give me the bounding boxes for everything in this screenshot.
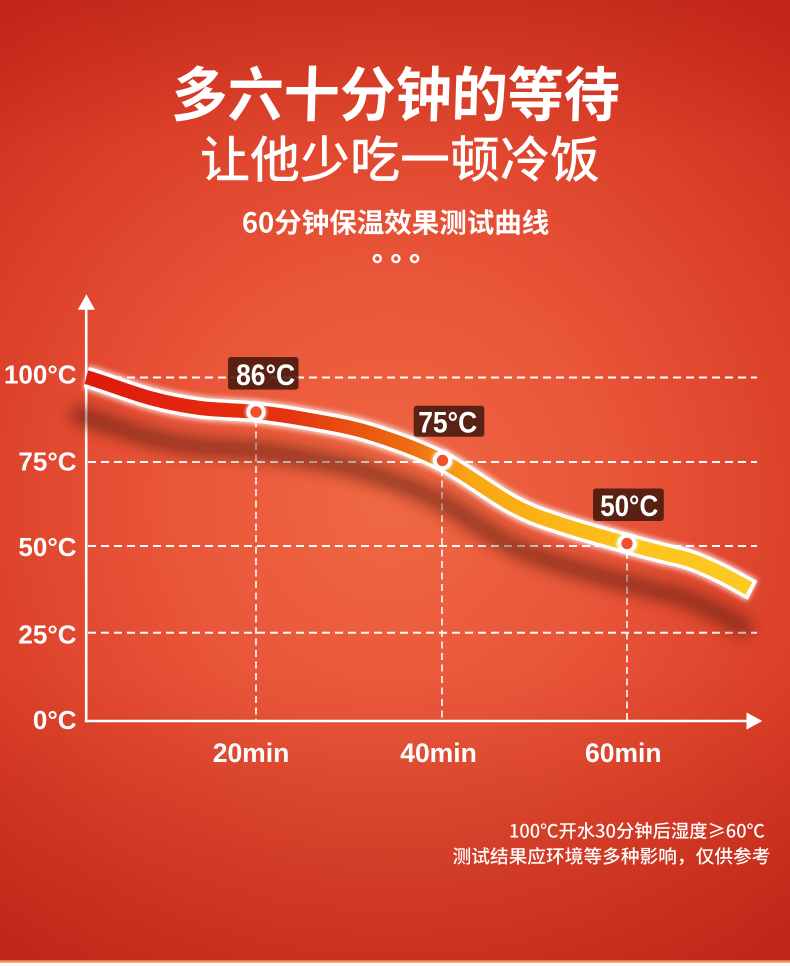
svg-text:100°C: 100°C: [4, 359, 77, 389]
svg-text:50°C: 50°C: [600, 490, 658, 523]
svg-text:25°C: 25°C: [18, 619, 76, 649]
svg-text:75°C: 75°C: [418, 406, 477, 439]
svg-text:20min: 20min: [213, 738, 290, 768]
svg-text:50°C: 50°C: [18, 532, 76, 562]
svg-text:40min: 40min: [400, 738, 477, 768]
svg-text:60min: 60min: [585, 738, 662, 768]
svg-text:86°C: 86°C: [236, 359, 295, 392]
svg-text:0°C: 0°C: [33, 705, 77, 735]
svg-text:75°C: 75°C: [18, 446, 76, 476]
